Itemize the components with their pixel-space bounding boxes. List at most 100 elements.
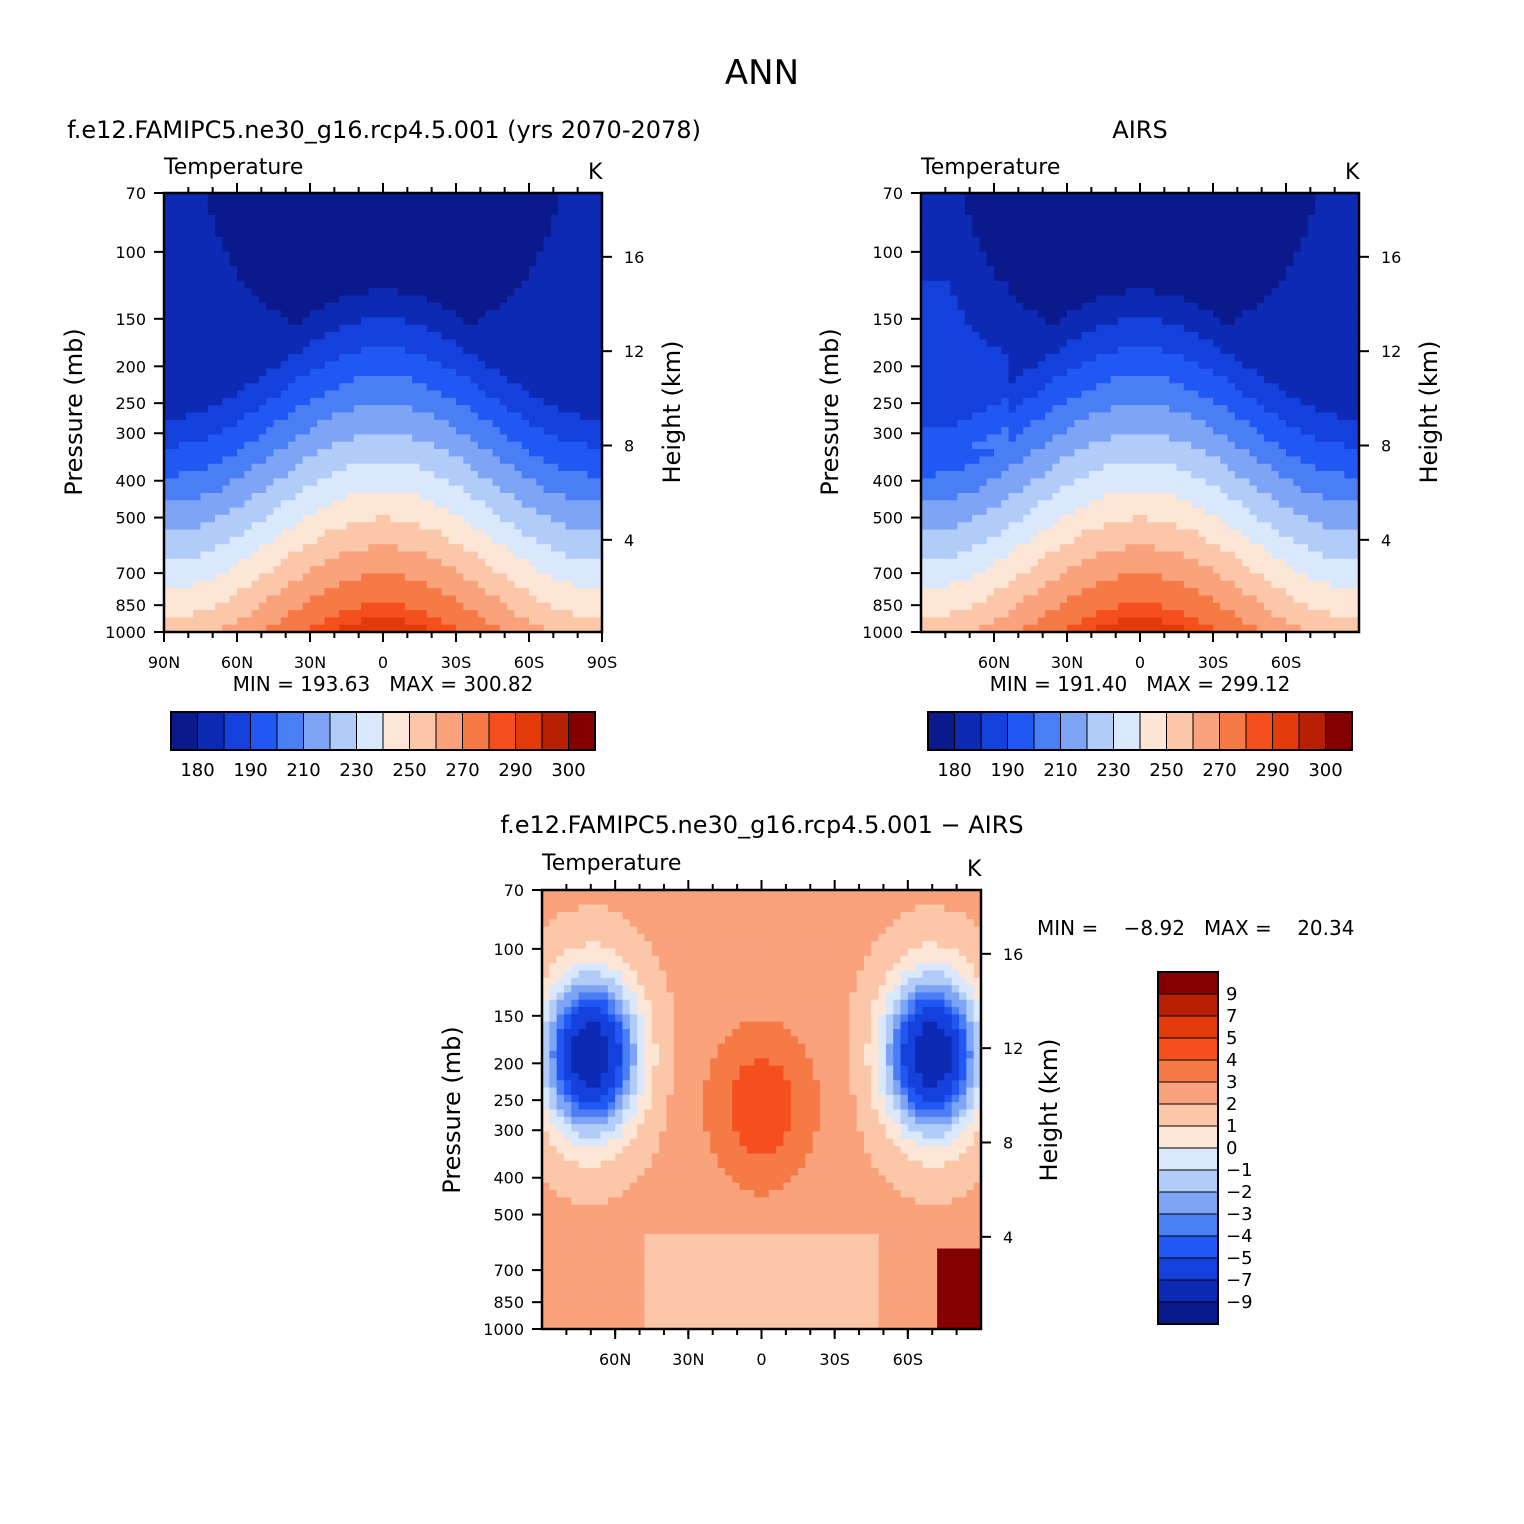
field-cell [986, 295, 995, 304]
field-cell [580, 551, 588, 560]
field-cell [536, 397, 545, 406]
field-cell [529, 551, 537, 560]
field-cell [492, 617, 501, 626]
colorbar-box [435, 711, 463, 751]
field-cell [200, 258, 209, 267]
field-cell [587, 266, 596, 275]
field-cell [463, 610, 472, 618]
field-cell [580, 390, 588, 399]
field-cell [288, 317, 296, 326]
field-cell [456, 375, 464, 384]
field-cell [580, 207, 588, 216]
field-cell [1176, 251, 1185, 260]
field-cell [1169, 310, 1178, 318]
field-cell [470, 295, 479, 304]
field-cell [1329, 258, 1338, 267]
field-cell [572, 222, 581, 231]
field-cell [310, 558, 318, 567]
field-cell [594, 595, 603, 604]
field-cell [434, 544, 442, 553]
field-cell [361, 251, 369, 260]
field-cell [470, 266, 479, 275]
field-cell [1147, 339, 1156, 348]
field-cell [404, 207, 413, 216]
field-cell [288, 280, 296, 289]
field-cell [164, 280, 172, 289]
field-cell [383, 310, 391, 318]
field-cell [1337, 273, 1345, 282]
field-cell [507, 295, 515, 304]
field-cell [558, 222, 567, 231]
field-cell [193, 610, 202, 618]
field-cell [273, 258, 282, 267]
field-cell [1081, 236, 1090, 245]
field-cell [1118, 324, 1126, 333]
field-cell [1074, 295, 1083, 304]
field-cell [964, 244, 973, 253]
field-cell [1191, 280, 1199, 289]
field-cell [397, 214, 406, 223]
field-cell [529, 449, 537, 457]
field-cell [1125, 273, 1134, 282]
field-cell [434, 375, 442, 384]
field-cell [1278, 193, 1287, 201]
field-cell [434, 200, 442, 209]
field-cell [485, 419, 494, 428]
field-cell [1278, 273, 1287, 282]
field-cell [368, 353, 377, 362]
field-cell [426, 390, 435, 399]
pressure-tick-label: 100 [115, 243, 146, 262]
field-cell [237, 412, 245, 421]
field-cell [207, 295, 216, 304]
field-cell [375, 507, 384, 516]
field-cell [1147, 214, 1156, 223]
field-cell [580, 383, 588, 392]
field-cell [353, 441, 362, 450]
field-cell [550, 295, 559, 304]
panel-airs-plot: 7010015020025030040050070085010001612846… [862, 183, 1401, 672]
field-cell [361, 288, 369, 297]
field-cell [258, 302, 267, 311]
field-cell [331, 368, 340, 377]
field-cell [171, 229, 180, 238]
field-cell [463, 441, 472, 450]
field-cell [288, 588, 296, 597]
field-cell [368, 485, 377, 494]
field-cell [1081, 295, 1090, 304]
field-cell [302, 419, 311, 428]
field-cell [550, 288, 559, 297]
field-cell [594, 346, 603, 355]
colorbar-tick-label: 290 [498, 760, 532, 781]
field-cell [1147, 324, 1156, 333]
field-cell [580, 295, 588, 304]
field-cell [1351, 193, 1360, 201]
field-cell [1030, 258, 1039, 267]
field-cell [1147, 207, 1156, 216]
field-cell [448, 441, 457, 450]
field-cell [331, 302, 340, 311]
field-cell [1045, 273, 1053, 282]
field-cell [594, 507, 603, 516]
field-cell [258, 427, 267, 436]
field-cell [222, 397, 231, 406]
field-cell [543, 339, 552, 348]
field-cell [536, 478, 545, 487]
field-cell [273, 478, 282, 487]
field-cell [470, 207, 479, 216]
field-cell [507, 610, 515, 618]
field-cell [412, 419, 421, 428]
field-cell [529, 207, 537, 216]
field-cell [273, 273, 282, 282]
field-cell [463, 390, 472, 399]
field-cell [441, 390, 450, 399]
field-cell [244, 610, 253, 618]
field-cell [565, 310, 574, 318]
field-cell [507, 544, 515, 553]
field-cell [1264, 258, 1272, 267]
field-cell [550, 595, 559, 604]
field-cell [331, 485, 340, 494]
field-cell [594, 558, 603, 567]
field-cell [353, 419, 362, 428]
field-cell [485, 222, 494, 231]
field-cell [950, 258, 959, 267]
